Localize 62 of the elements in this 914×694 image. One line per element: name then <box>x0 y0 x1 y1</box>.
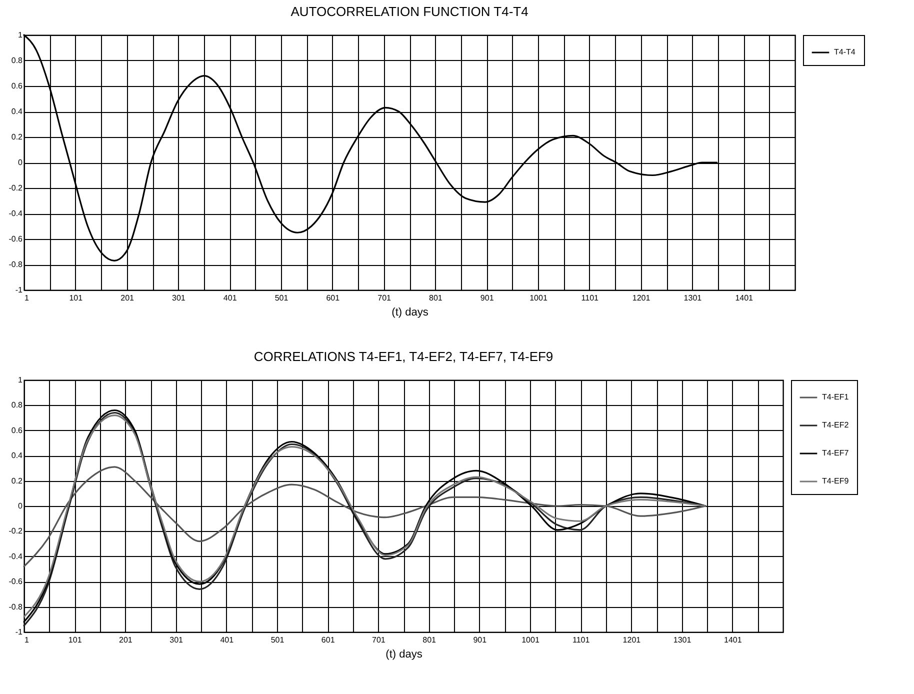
x-tick-label: 801 <box>422 636 437 644</box>
x-tick-label: 1401 <box>724 636 742 644</box>
x-tick-label: 501 <box>274 294 289 302</box>
x-tick-label: 1 <box>24 294 30 302</box>
x-tick-label: 501 <box>270 636 285 644</box>
x-tick-label: 601 <box>326 294 340 302</box>
line-series <box>23 466 706 568</box>
legend-label: T4-EF9 <box>822 476 850 486</box>
x-tick-label: 401 <box>223 294 238 302</box>
x-tick-label: 1301 <box>673 636 692 644</box>
y-tick-label: 0.8 <box>11 400 24 410</box>
x-tick-label: 1201 <box>622 636 642 644</box>
y-tick-label: 0.4 <box>11 107 24 116</box>
x-tick-label: 201 <box>120 294 135 302</box>
chart-title: CORRELATIONS T4-EF1, T4-EF2, T4-EF7, T4-EF9 <box>254 349 554 364</box>
x-tick-label: 101 <box>69 294 84 302</box>
y-tick-label: -0.2 <box>8 184 24 192</box>
legend-label: T4-EF7 <box>822 448 850 458</box>
x-tick-label: 701 <box>372 636 386 644</box>
x-tick-label: 1001 <box>522 636 540 644</box>
x-axis-title: (t) days <box>392 306 429 318</box>
chart-title: AUTOCORRELATION FUNCTION T4-T4 <box>290 4 528 19</box>
y-tick-label: -0.6 <box>8 577 24 586</box>
x-tick-label: 1101 <box>581 294 600 302</box>
x-tick-label: 1101 <box>572 636 590 644</box>
x-tick-label: 901 <box>480 294 494 302</box>
legend-label: T4-T4 <box>834 48 856 56</box>
y-tick-label: 0.2 <box>11 476 24 486</box>
x-tick-label: 1001 <box>530 294 548 302</box>
y-tick-label: -0.8 <box>8 602 24 612</box>
x-tick-label: 801 <box>429 294 443 302</box>
x-tick-label: 401 <box>220 636 234 644</box>
x-tick-label: 601 <box>321 636 336 644</box>
y-tick-label: 1 <box>18 30 24 40</box>
y-tick-label: 0 <box>18 158 24 167</box>
y-tick-label: 0.6 <box>11 82 24 90</box>
x-tick-label: 701 <box>378 294 392 302</box>
y-tick-label: -0.6 <box>8 234 24 244</box>
y-tick-label: -1 <box>15 628 24 636</box>
y-tick-label: -1 <box>15 286 24 294</box>
y-tick-label: 0.4 <box>11 451 24 460</box>
y-tick-label: -0.4 <box>8 552 24 561</box>
legend-label: T4-EF2 <box>822 420 850 430</box>
y-tick-label: 1 <box>18 376 24 384</box>
y-tick-label: 0.2 <box>11 132 24 142</box>
x-tick-label: 1 <box>24 636 30 644</box>
x-tick-label: 201 <box>119 636 133 644</box>
x-tick-label: 301 <box>172 294 186 302</box>
x-tick-label: 301 <box>170 636 184 644</box>
y-tick-label: 0.6 <box>11 426 24 435</box>
legend-label: T4-EF1 <box>822 392 850 402</box>
y-tick-label: -0.8 <box>8 260 24 269</box>
y-tick-label: 0.8 <box>11 56 24 65</box>
x-tick-label: 1301 <box>684 294 702 302</box>
y-tick-label: 0 <box>18 502 24 510</box>
y-tick-label: -0.4 <box>8 209 24 218</box>
y-tick-label: -0.2 <box>8 526 24 536</box>
x-axis-title: (t) days <box>386 648 423 660</box>
x-tick-label: 901 <box>473 636 488 644</box>
x-tick-label: 1201 <box>632 294 651 302</box>
x-tick-label: 101 <box>68 636 82 644</box>
x-tick-label: 1401 <box>735 294 754 302</box>
